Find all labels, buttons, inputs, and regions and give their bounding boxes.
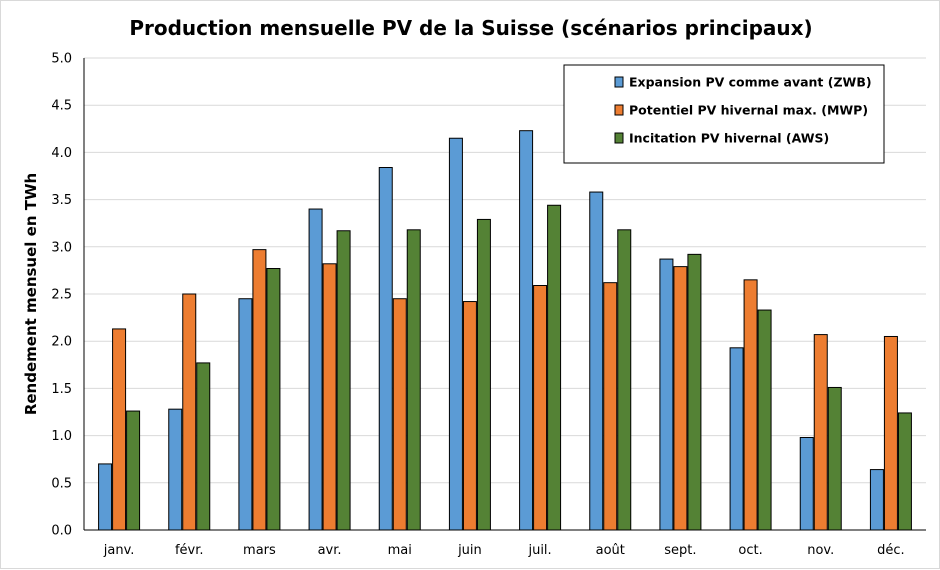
- bar-3-12: [897, 412, 912, 531]
- y-tick-label: 1.5: [51, 382, 72, 397]
- bar-1-8: [589, 191, 604, 531]
- x-tick-label: juin: [457, 543, 482, 558]
- chart-title: Production mensuelle PV de la Suisse (sc…: [129, 16, 812, 40]
- bar-3-1: [126, 410, 141, 531]
- bar-1-11: [799, 436, 814, 531]
- legend-swatch: [614, 76, 624, 88]
- bar-2-5: [392, 298, 407, 531]
- y-axis-ticks: 0.0 0.5 1.0 1.5 2.0 2.5 3.0 3.5 4.0 4.5 5.0: [51, 52, 72, 539]
- bar-2-6: [462, 301, 477, 531]
- bar-2-4: [322, 263, 337, 531]
- bar-2-12: [883, 335, 898, 531]
- bar-3-11: [827, 386, 842, 531]
- bar-1-10: [729, 347, 744, 531]
- legend-label: Potentiel PV hivernal max. (MWP): [629, 103, 868, 118]
- legend: Expansion PV comme avant (ZWB) Potentiel …: [563, 64, 885, 164]
- axes: [83, 58, 926, 531]
- bar-1-1: [98, 463, 113, 531]
- y-tick-label: 5.0: [51, 52, 72, 67]
- bar-3-6: [476, 218, 491, 531]
- bar-3-3: [266, 268, 281, 531]
- y-tick-label: 3.5: [51, 193, 72, 208]
- bar-3-2: [196, 362, 211, 531]
- y-tick-label: 2.0: [51, 335, 72, 350]
- y-tick-label: 1.0: [51, 429, 72, 444]
- legend-label: Expansion PV comme avant (ZWB): [629, 75, 872, 90]
- y-tick-label: 2.5: [51, 288, 72, 303]
- x-tick-label: janv.: [103, 543, 135, 558]
- bar-1-9: [659, 258, 674, 531]
- bar-2-11: [813, 334, 828, 531]
- x-tick-label: déc.: [877, 543, 905, 558]
- bar-1-3: [238, 298, 253, 531]
- bar-2-1: [112, 328, 127, 531]
- bar-1-4: [308, 208, 323, 531]
- x-tick-label: avr.: [318, 543, 342, 558]
- legend-label: Incitation PV hivernal (AWS): [629, 131, 829, 146]
- y-tick-label: 4.5: [51, 99, 72, 114]
- y-tick-label: 0.5: [51, 476, 72, 491]
- x-axis-ticks: janv. févr. mars avr. mai juin juil. août sept. o…: [103, 543, 905, 558]
- bar-3-4: [336, 230, 351, 531]
- bar-3-7: [547, 204, 562, 531]
- bar-1-7: [519, 130, 534, 531]
- bar-2-3: [252, 249, 267, 531]
- y-axis-label: Rendement mensuel en TWh: [22, 173, 40, 415]
- bar-2-2: [182, 293, 197, 531]
- bar-3-10: [757, 309, 772, 531]
- y-tick-label: 4.0: [51, 146, 72, 161]
- y-tick-label: 3.0: [51, 240, 72, 255]
- bar-1-5: [378, 167, 393, 531]
- bar-2-10: [743, 279, 758, 531]
- x-tick-label: févr.: [175, 543, 204, 558]
- bar-3-9: [687, 253, 702, 531]
- bar-3-5: [406, 229, 421, 531]
- gridlines: [84, 57, 926, 484]
- bar-2-7: [533, 285, 548, 531]
- bar-1-2: [168, 408, 183, 531]
- legend-swatch: [614, 104, 624, 116]
- x-tick-label: mars: [243, 543, 276, 558]
- bar-1-12: [869, 469, 884, 531]
- x-tick-label: sept.: [664, 543, 696, 558]
- x-tick-label: nov.: [807, 543, 834, 558]
- x-tick-label: août: [596, 543, 625, 558]
- bar-2-8: [603, 282, 618, 531]
- x-tick-label: juil.: [527, 543, 551, 558]
- x-tick-label: mai: [388, 543, 412, 558]
- bar-2-9: [673, 266, 688, 531]
- bar-3-8: [617, 229, 632, 531]
- x-tick-label: oct.: [738, 543, 762, 558]
- bars: [98, 130, 912, 531]
- legend-swatch: [614, 132, 624, 144]
- bar-1-6: [448, 137, 463, 531]
- y-tick-label: 0.0: [51, 524, 72, 539]
